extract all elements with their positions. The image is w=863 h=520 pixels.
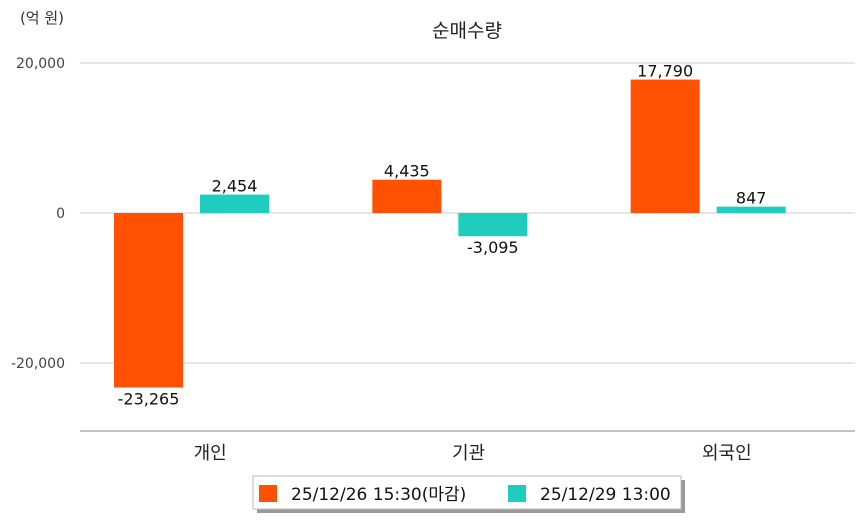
y-tick-label: -20,000	[11, 356, 65, 372]
x-tick-label: 기관	[452, 443, 485, 464]
legend-swatch	[259, 485, 277, 502]
chart-title: 순매수량	[432, 20, 502, 42]
bar-기관-0[interactable]	[372, 179, 442, 213]
x-tick-label: 개인	[194, 443, 227, 464]
bar-외국인-0[interactable]	[630, 79, 700, 213]
data-label: -23,265	[118, 389, 180, 408]
data-label: 847	[736, 189, 767, 208]
y-tick-label: 20,000	[16, 56, 65, 72]
bar-기관-1[interactable]	[458, 213, 528, 237]
x-tick-label: 외국인	[702, 443, 752, 464]
data-label: 2,454	[212, 177, 258, 196]
legend-item-label[interactable]: 25/12/29 13:00	[540, 485, 671, 505]
data-label: 17,790	[637, 62, 693, 81]
data-label: 4,435	[384, 162, 430, 181]
data-label: -3,095	[467, 238, 519, 257]
bar-개인-0[interactable]	[114, 213, 183, 388]
legend-item-label[interactable]: 25/12/26 15:30(마감)	[291, 485, 466, 505]
legend: 25/12/26 15:30(마감) 25/12/29 13:00	[252, 475, 685, 513]
bar-외국인-1[interactable]	[716, 206, 786, 213]
unit-label: (억 원)	[20, 9, 64, 27]
legend-swatch	[508, 485, 526, 502]
y-tick-label: 0	[56, 206, 65, 222]
bar-개인-1[interactable]	[200, 194, 269, 213]
